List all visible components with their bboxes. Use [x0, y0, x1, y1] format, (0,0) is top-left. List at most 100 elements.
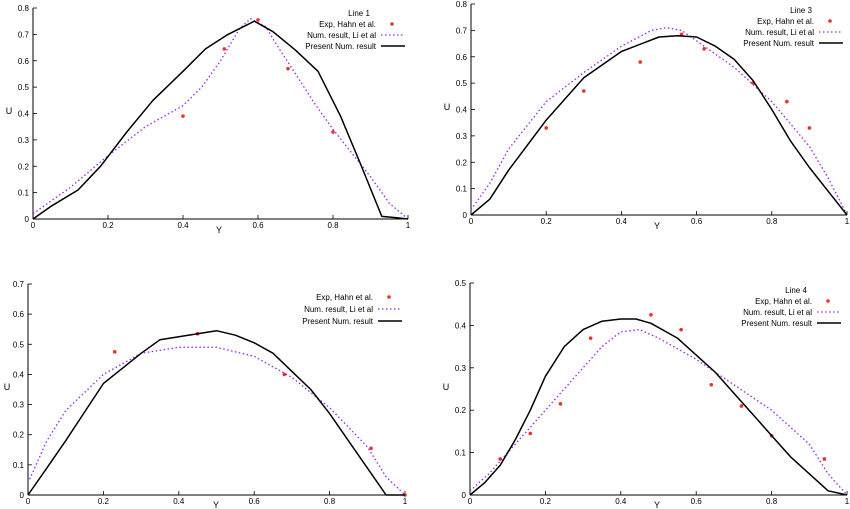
exp-data-point [112, 350, 117, 354]
y-tick-label: 0.8 [456, 0, 468, 9]
x-tick-labels: 0 0.2 0.4 0.6 0.8 1 [31, 221, 411, 230]
exp-data-point [638, 60, 642, 64]
y-tick-label: 0.8 [18, 4, 30, 13]
y-tick-labels: 0 0.1 0.2 0.3 0.4 0.5 0.6 0.7 0.8 [456, 0, 468, 220]
series-line-present [469, 318, 848, 496]
chart-axes [469, 282, 848, 496]
exp-data-point [679, 327, 683, 332]
x-tick-label: 0.6 [249, 497, 261, 506]
exp-data-point [807, 126, 812, 130]
legend: Line 3 Exp, Hahn et al. Num. result, Li … [743, 6, 843, 48]
series-line-li [469, 328, 848, 496]
x-tick-label: 0.6 [252, 221, 264, 230]
y-tick-labels: 0 0.1 0.2 0.3 0.4 0.5 0.6 0.7 [13, 280, 25, 500]
x-axis-label: Y [654, 500, 660, 509]
legend-label-present: Present Num. result [743, 39, 814, 48]
x-tick-label: 0.4 [173, 497, 185, 506]
y-tick-label: 0 [20, 491, 25, 500]
y-tick-label: 0.2 [456, 158, 468, 167]
series-group [469, 313, 848, 496]
exp-data-point [528, 431, 533, 436]
exp-data-point [649, 313, 653, 317]
y-axis-label: U [4, 382, 11, 392]
exp-data-point [181, 114, 185, 118]
exp-data-point [544, 126, 548, 130]
legend-label-li: Num. result, Li et al [745, 28, 814, 37]
x-tick-label: 0 [26, 497, 31, 506]
y-tick-label: 0.6 [456, 53, 468, 62]
x-axis-label: Y [654, 221, 660, 231]
series-group [27, 329, 407, 497]
y-tick-label: 0.3 [13, 401, 25, 410]
exp-data-point [222, 47, 227, 51]
x-tick-label: 0.2 [98, 497, 110, 506]
chart-line-2: 00.10.20.30.40.50.60.7 0 0.2 0.4 0.6 0.8 1 Y … [4, 280, 408, 509]
legend-label-exp: Exp, Hahn et al. [757, 17, 814, 26]
y-tick-label: 0.3 [455, 364, 467, 373]
exp-data-point [702, 47, 706, 51]
y-tick-label: 0.1 [456, 185, 468, 194]
exp-data-point [369, 446, 373, 451]
y-axis-label: U [6, 106, 13, 116]
exp-data-point [558, 402, 563, 406]
legend-label-present: Present Num. result [302, 317, 373, 326]
x-tick-label: 0.6 [691, 217, 703, 226]
y-tick-label: 0 [463, 211, 468, 220]
x-tick-label: 0.4 [615, 497, 627, 506]
y-tick-label: 0.5 [18, 83, 30, 92]
x-tick-label: 0 [31, 221, 36, 230]
x-tick-label: 0 [469, 217, 474, 226]
legend: Line 4 Exp, Hahn et al. Num. result, Li … [741, 286, 841, 328]
y-tick-label: 0.5 [456, 79, 468, 88]
y-tick-label: 0.5 [455, 279, 467, 288]
y-axis-label: U [444, 102, 451, 112]
chart-line-1: 0 0.1 0.2 0.3 0.4 0.5 0.6 0.7 0.8 0 0.2 0.4 0.6 0.8 1… [6, 4, 411, 235]
legend: Exp, Hahn et al. Num. result, Li et al P… [302, 293, 402, 326]
x-tick-label: 0.8 [324, 497, 336, 506]
y-tick-label: 0.4 [13, 370, 25, 379]
x-tick-label: 0.4 [616, 217, 628, 226]
x-tick-labels: 0 0.2 0.4 0.6 0.8 1 [468, 497, 850, 506]
x-axis-label: Y [213, 500, 219, 509]
x-tick-labels: 0 0.2 0.4 0.6 0.8 1 [26, 497, 408, 506]
y-axis-label: U [443, 382, 450, 392]
exp-data-point [256, 18, 260, 22]
exp-data-point [709, 382, 714, 387]
x-tick-labels: 0 0.2 0.4 0.6 0.8 1 [469, 217, 850, 226]
x-tick-label: 1 [406, 221, 411, 230]
exp-data-point [498, 457, 502, 461]
chart-axes [27, 283, 406, 496]
x-tick-label: 0.2 [541, 217, 553, 226]
y-tick-labels: 0 0.1 0.2 0.3 0.4 0.5 [455, 279, 467, 500]
y-tick-label: 0.7 [13, 280, 25, 289]
legend-label-exp: Exp, Hahn et al. [319, 20, 376, 29]
exp-data-point [582, 89, 586, 93]
x-axis-label: Y [216, 225, 222, 235]
y-tick-labels: 0 0.1 0.2 0.3 0.4 0.5 0.6 0.7 0.8 [18, 4, 30, 224]
chart-line-3: 0 0.1 0.2 0.3 0.4 0.5 0.6 0.7 0.8 0 0.2 0.4 0.6 0.8 1… [444, 0, 850, 231]
exp-data-point [822, 457, 827, 461]
y-tick-label: 0 [25, 215, 30, 224]
y-tick-label: 0.1 [18, 189, 30, 198]
series-line-present [27, 329, 405, 496]
legend-marker-exp [390, 22, 394, 26]
y-tick-label: 0.1 [13, 461, 25, 470]
exp-data-point [282, 372, 287, 377]
y-tick-label: 0.2 [18, 162, 30, 171]
x-tick-label: 0.4 [177, 221, 189, 230]
legend-label-li: Num. result, Li et al [743, 308, 812, 317]
y-tick-label: 0.4 [455, 321, 467, 330]
y-tick-label: 0.6 [13, 310, 25, 319]
y-tick-label: 0.4 [18, 110, 30, 119]
y-tick-label: 0.1 [455, 449, 467, 458]
series-line-present [470, 34, 848, 216]
y-tick-label: 0.4 [456, 106, 468, 115]
legend-label-exp: Exp, Hahn et al. [755, 297, 812, 306]
y-tick-label: 0.7 [18, 30, 30, 39]
y-tick-label: 0.2 [455, 406, 467, 415]
x-tick-label: 0 [468, 497, 473, 506]
exp-data-point [331, 130, 335, 134]
y-tick-label: 0.3 [18, 136, 30, 145]
legend-title: Line 4 [785, 286, 807, 295]
